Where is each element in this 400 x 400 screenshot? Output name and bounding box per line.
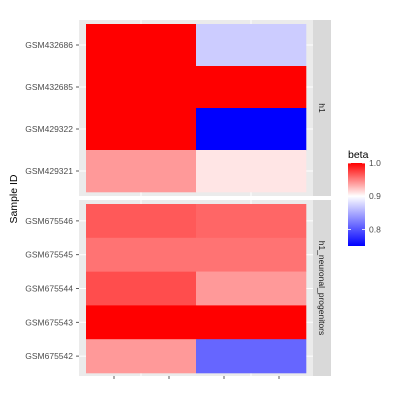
heatmap-cell (196, 237, 307, 272)
legend-tick-label: 0.8 (369, 224, 381, 234)
heatmap-cell (86, 108, 197, 151)
heatmap-cell (86, 237, 197, 272)
heatmap-cell (196, 204, 307, 239)
legend-title: beta (348, 149, 369, 161)
heatmap-cell (86, 271, 197, 306)
y-tick-label: GSM675543 (25, 317, 73, 327)
heatmap-cell (196, 24, 307, 67)
y-tick-label: GSM675545 (25, 250, 73, 260)
heatmap-cell (86, 150, 197, 193)
facet-panel-2: GSM675546 GSM675545 GSM675544 GSM675543 GSM6… (25, 200, 331, 376)
heatmap-cell (86, 24, 197, 67)
legend-tick-label: 0.9 (369, 191, 381, 201)
facet-strip (313, 200, 331, 376)
heatmap-cell (86, 305, 197, 340)
heatmap-cell (196, 66, 307, 109)
heatmap-cell (196, 108, 307, 151)
facet-strip-label: h1 (317, 103, 327, 113)
y-axis-title: Sample ID (8, 174, 20, 223)
facet-panel-1: GSM432686 GSM432685 GSM429322 GSM429321 h1 (25, 20, 331, 196)
heatmap-cell (196, 150, 307, 193)
y-tick-label: GSM432686 (25, 40, 73, 50)
heatmap-cell (196, 271, 307, 306)
heatmap-cell (196, 339, 307, 374)
y-tick-label: GSM675544 (25, 284, 73, 294)
heatmap-cell (196, 305, 307, 340)
facet-panels: GSM432686GSM432685GSM429322GSM429321h1GS… (25, 20, 331, 379)
facet-strip-label: h1_neuronal_progenitors (317, 241, 327, 336)
heatmap-cell (86, 66, 197, 109)
facet-strip (313, 20, 331, 196)
heatmap-cell (86, 204, 197, 239)
y-tick-label: GSM429321 (25, 166, 73, 176)
y-tick-label: GSM675542 (25, 351, 73, 361)
legend-colorbar (348, 163, 365, 246)
y-tick-label: GSM429322 (25, 124, 73, 134)
legend-tick-label: 1.0 (369, 158, 381, 168)
y-tick-label: GSM432685 (25, 82, 73, 92)
color-legend: beta 0.8 0.9 1.0 (348, 149, 381, 246)
y-tick-label: GSM675546 (25, 216, 73, 226)
heatmap-cell (86, 339, 197, 374)
